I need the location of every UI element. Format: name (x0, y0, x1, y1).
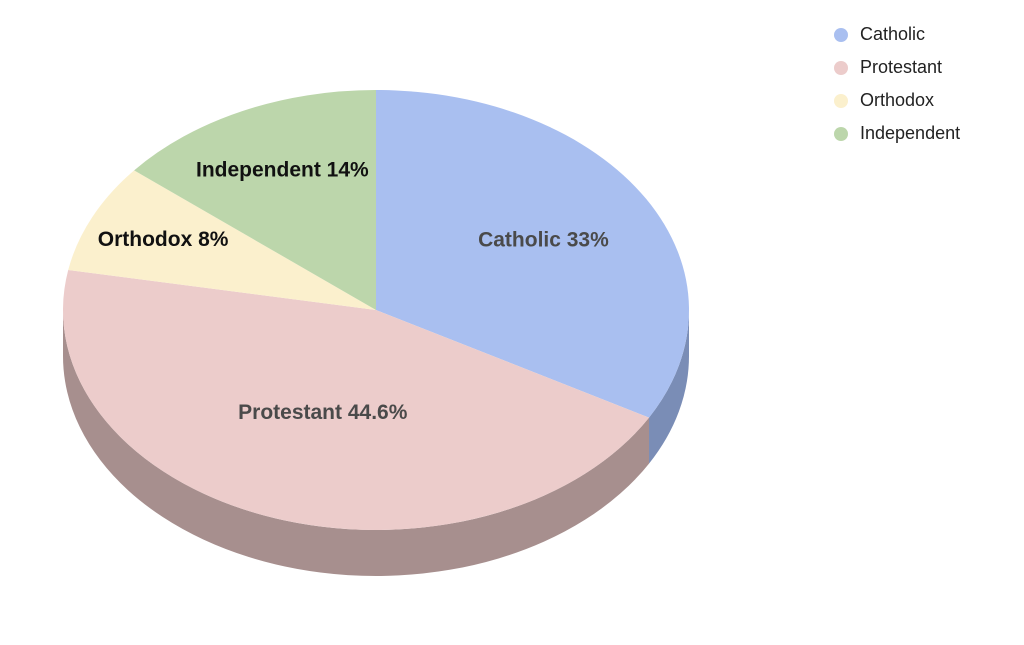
legend-label: Catholic (860, 24, 926, 44)
legend-item-orthodox[interactable]: Orthodox (834, 84, 960, 117)
legend-item-catholic[interactable]: Catholic (834, 18, 960, 51)
slice-side-protestant (63, 310, 650, 576)
legend-label: Protestant (860, 57, 943, 77)
legend-marker (834, 27, 848, 42)
pie-slices (63, 90, 690, 530)
slice-orthodox[interactable] (68, 170, 376, 310)
legend-item-independent[interactable]: Independent (834, 117, 960, 150)
slice-label-orthodox: Orthodox 8% (98, 228, 229, 251)
slice-protestant[interactable] (63, 269, 650, 530)
legend-marker (834, 93, 848, 108)
slice-catholic[interactable] (376, 90, 690, 418)
pie-labels: Catholic 33% Protestant 44.6% Orthodox 8% I… (98, 158, 609, 424)
legend-marker (834, 60, 848, 75)
slice-label-independent: Independent 14% (196, 158, 369, 181)
legend-item-protestant[interactable]: Protestant (834, 51, 960, 84)
legend: Catholic Protestant Orthodox Independent (834, 18, 960, 150)
legend-marker (834, 126, 848, 141)
legend-label: Orthodox (860, 90, 935, 110)
slice-label-catholic: Catholic 33% (478, 229, 609, 252)
pie-sides (63, 310, 689, 576)
slice-independent[interactable] (134, 90, 376, 310)
legend-label: Independent (860, 123, 961, 143)
slice-label-protestant: Protestant 44.6% (238, 401, 408, 424)
slice-side-catholic (649, 310, 689, 464)
